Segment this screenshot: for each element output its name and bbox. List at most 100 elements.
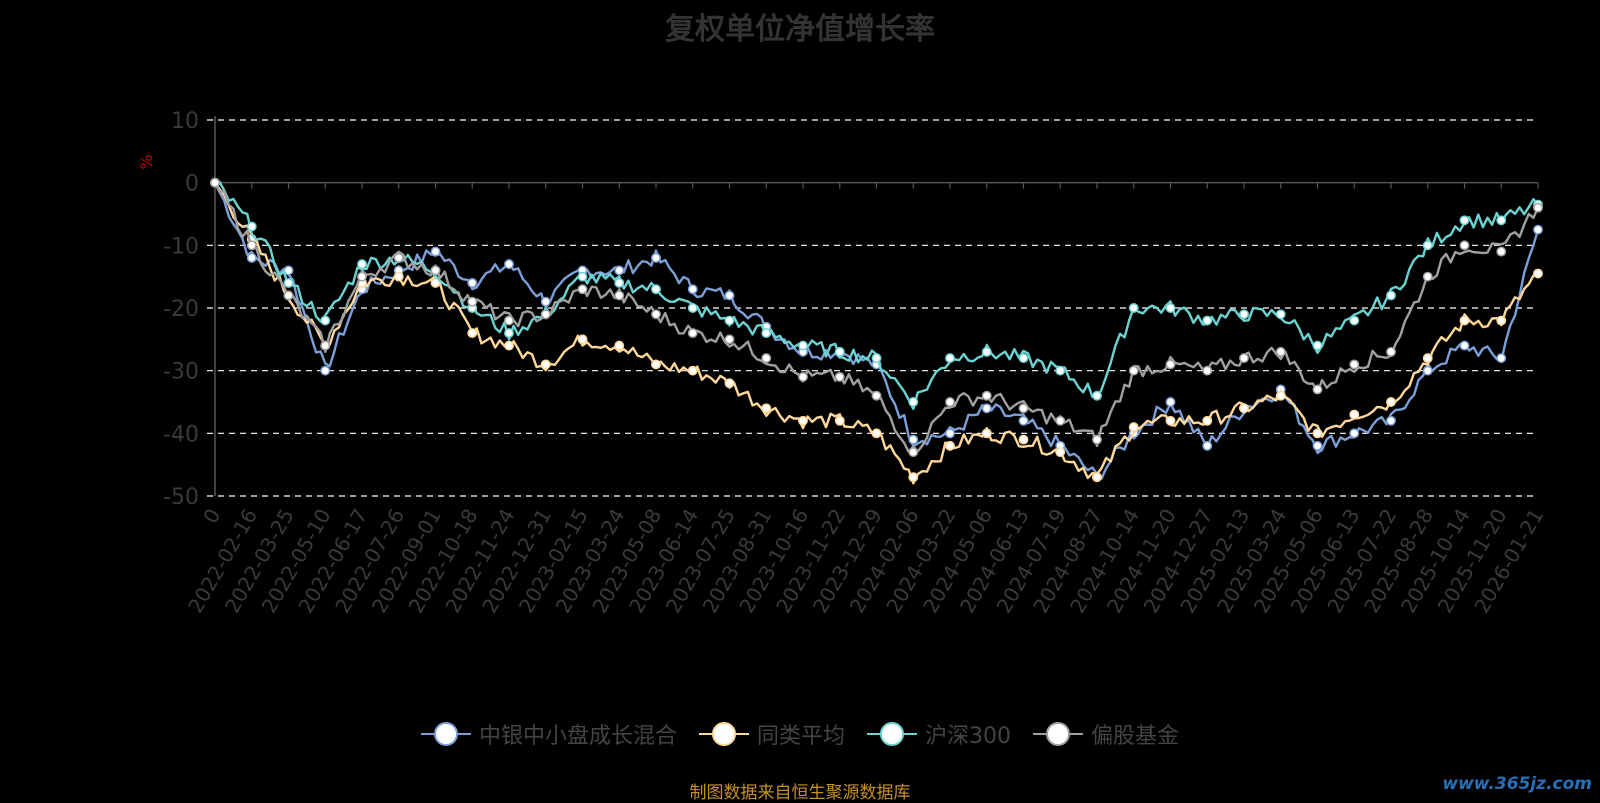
data-point[interactable] — [1239, 309, 1249, 320]
data-point[interactable] — [687, 328, 698, 339]
data-point[interactable] — [1018, 403, 1029, 414]
data-point[interactable] — [1055, 415, 1066, 426]
data-point[interactable] — [1386, 397, 1396, 407]
data-point[interactable] — [614, 340, 625, 351]
legend-item-csi300[interactable]: 沪深300 — [867, 718, 1011, 750]
data-point[interactable] — [504, 340, 514, 351]
data-point[interactable] — [1349, 409, 1360, 420]
data-point[interactable] — [687, 284, 698, 295]
data-point[interactable] — [1422, 365, 1433, 376]
data-point[interactable] — [651, 252, 661, 263]
data-point[interactable] — [1312, 440, 1323, 451]
data-point[interactable] — [945, 428, 955, 439]
data-point[interactable] — [1275, 390, 1286, 401]
data-point[interactable] — [1533, 224, 1543, 235]
data-point[interactable] — [1055, 447, 1066, 458]
data-point[interactable] — [246, 252, 257, 263]
data-point[interactable] — [577, 334, 588, 345]
data-point[interactable] — [1239, 353, 1249, 364]
data-point[interactable] — [1202, 440, 1213, 451]
data-point[interactable] — [945, 440, 955, 451]
data-point[interactable] — [798, 340, 808, 351]
data-point[interactable] — [651, 284, 661, 295]
data-point[interactable] — [1018, 434, 1029, 445]
data-point[interactable] — [1275, 309, 1286, 320]
data-point[interactable] — [1312, 428, 1323, 439]
data-point[interactable] — [430, 277, 441, 288]
data-point[interactable] — [357, 259, 367, 270]
data-point[interactable] — [1165, 359, 1176, 370]
data-point[interactable] — [1202, 315, 1213, 326]
data-point[interactable] — [834, 346, 845, 357]
data-point[interactable] — [614, 290, 625, 301]
data-point[interactable] — [614, 265, 625, 276]
data-point[interactable] — [724, 315, 735, 326]
data-point[interactable] — [1239, 403, 1249, 414]
data-point[interactable] — [981, 346, 992, 357]
data-point[interactable] — [651, 309, 661, 320]
data-point[interactable] — [871, 428, 882, 439]
data-point[interactable] — [430, 246, 441, 257]
legend-item-fund[interactable]: 中银中小盘成长混合 — [420, 718, 677, 750]
data-point[interactable] — [540, 296, 551, 307]
data-point[interactable] — [1165, 415, 1176, 426]
data-point[interactable] — [1386, 346, 1396, 357]
data-point[interactable] — [724, 290, 735, 301]
data-point[interactable] — [1459, 340, 1470, 351]
data-point[interactable] — [834, 415, 845, 426]
data-point[interactable] — [320, 340, 331, 351]
data-point[interactable] — [1312, 384, 1323, 395]
data-point[interactable] — [283, 277, 294, 288]
data-point[interactable] — [1128, 303, 1139, 313]
data-point[interactable] — [761, 353, 772, 364]
data-point[interactable] — [210, 177, 220, 188]
data-point[interactable] — [246, 240, 257, 251]
data-point[interactable] — [1533, 268, 1543, 279]
data-point[interactable] — [1055, 365, 1066, 376]
data-point[interactable] — [724, 378, 735, 389]
data-point[interactable] — [1386, 290, 1396, 301]
data-point[interactable] — [1165, 397, 1176, 407]
data-point[interactable] — [908, 472, 919, 483]
data-point[interactable] — [1202, 365, 1213, 376]
data-point[interactable] — [1165, 303, 1176, 313]
data-point[interactable] — [540, 359, 551, 370]
data-point[interactable] — [504, 328, 514, 339]
data-point[interactable] — [945, 353, 955, 364]
data-point[interactable] — [1533, 202, 1543, 213]
data-point[interactable] — [467, 328, 478, 339]
data-point[interactable] — [1496, 315, 1507, 326]
data-point[interactable] — [1496, 353, 1507, 364]
data-point[interactable] — [1496, 215, 1507, 226]
data-point[interactable] — [1018, 353, 1029, 364]
data-point[interactable] — [1312, 340, 1323, 351]
data-point[interactable] — [1422, 353, 1433, 364]
data-point[interactable] — [1386, 415, 1396, 426]
data-point[interactable] — [246, 221, 257, 232]
data-point[interactable] — [1128, 422, 1139, 433]
data-point[interactable] — [871, 390, 882, 401]
data-point[interactable] — [981, 403, 992, 414]
data-point[interactable] — [504, 259, 514, 270]
data-point[interactable] — [1018, 415, 1029, 426]
data-point[interactable] — [687, 365, 698, 376]
data-point[interactable] — [393, 271, 404, 282]
data-point[interactable] — [467, 296, 478, 307]
data-point[interactable] — [908, 397, 919, 407]
data-point[interactable] — [687, 303, 698, 313]
data-point[interactable] — [1128, 365, 1139, 376]
data-point[interactable] — [283, 265, 294, 276]
data-point[interactable] — [357, 271, 367, 282]
data-point[interactable] — [1422, 240, 1433, 251]
data-point[interactable] — [540, 309, 551, 320]
data-point[interactable] — [393, 252, 404, 263]
data-point[interactable] — [1092, 390, 1102, 401]
data-point[interactable] — [981, 428, 992, 439]
data-point[interactable] — [1092, 472, 1102, 483]
data-point[interactable] — [1459, 240, 1470, 251]
data-point[interactable] — [908, 434, 919, 445]
data-point[interactable] — [320, 365, 331, 376]
data-point[interactable] — [1275, 346, 1286, 357]
data-point[interactable] — [320, 315, 331, 326]
data-point[interactable] — [577, 271, 588, 282]
